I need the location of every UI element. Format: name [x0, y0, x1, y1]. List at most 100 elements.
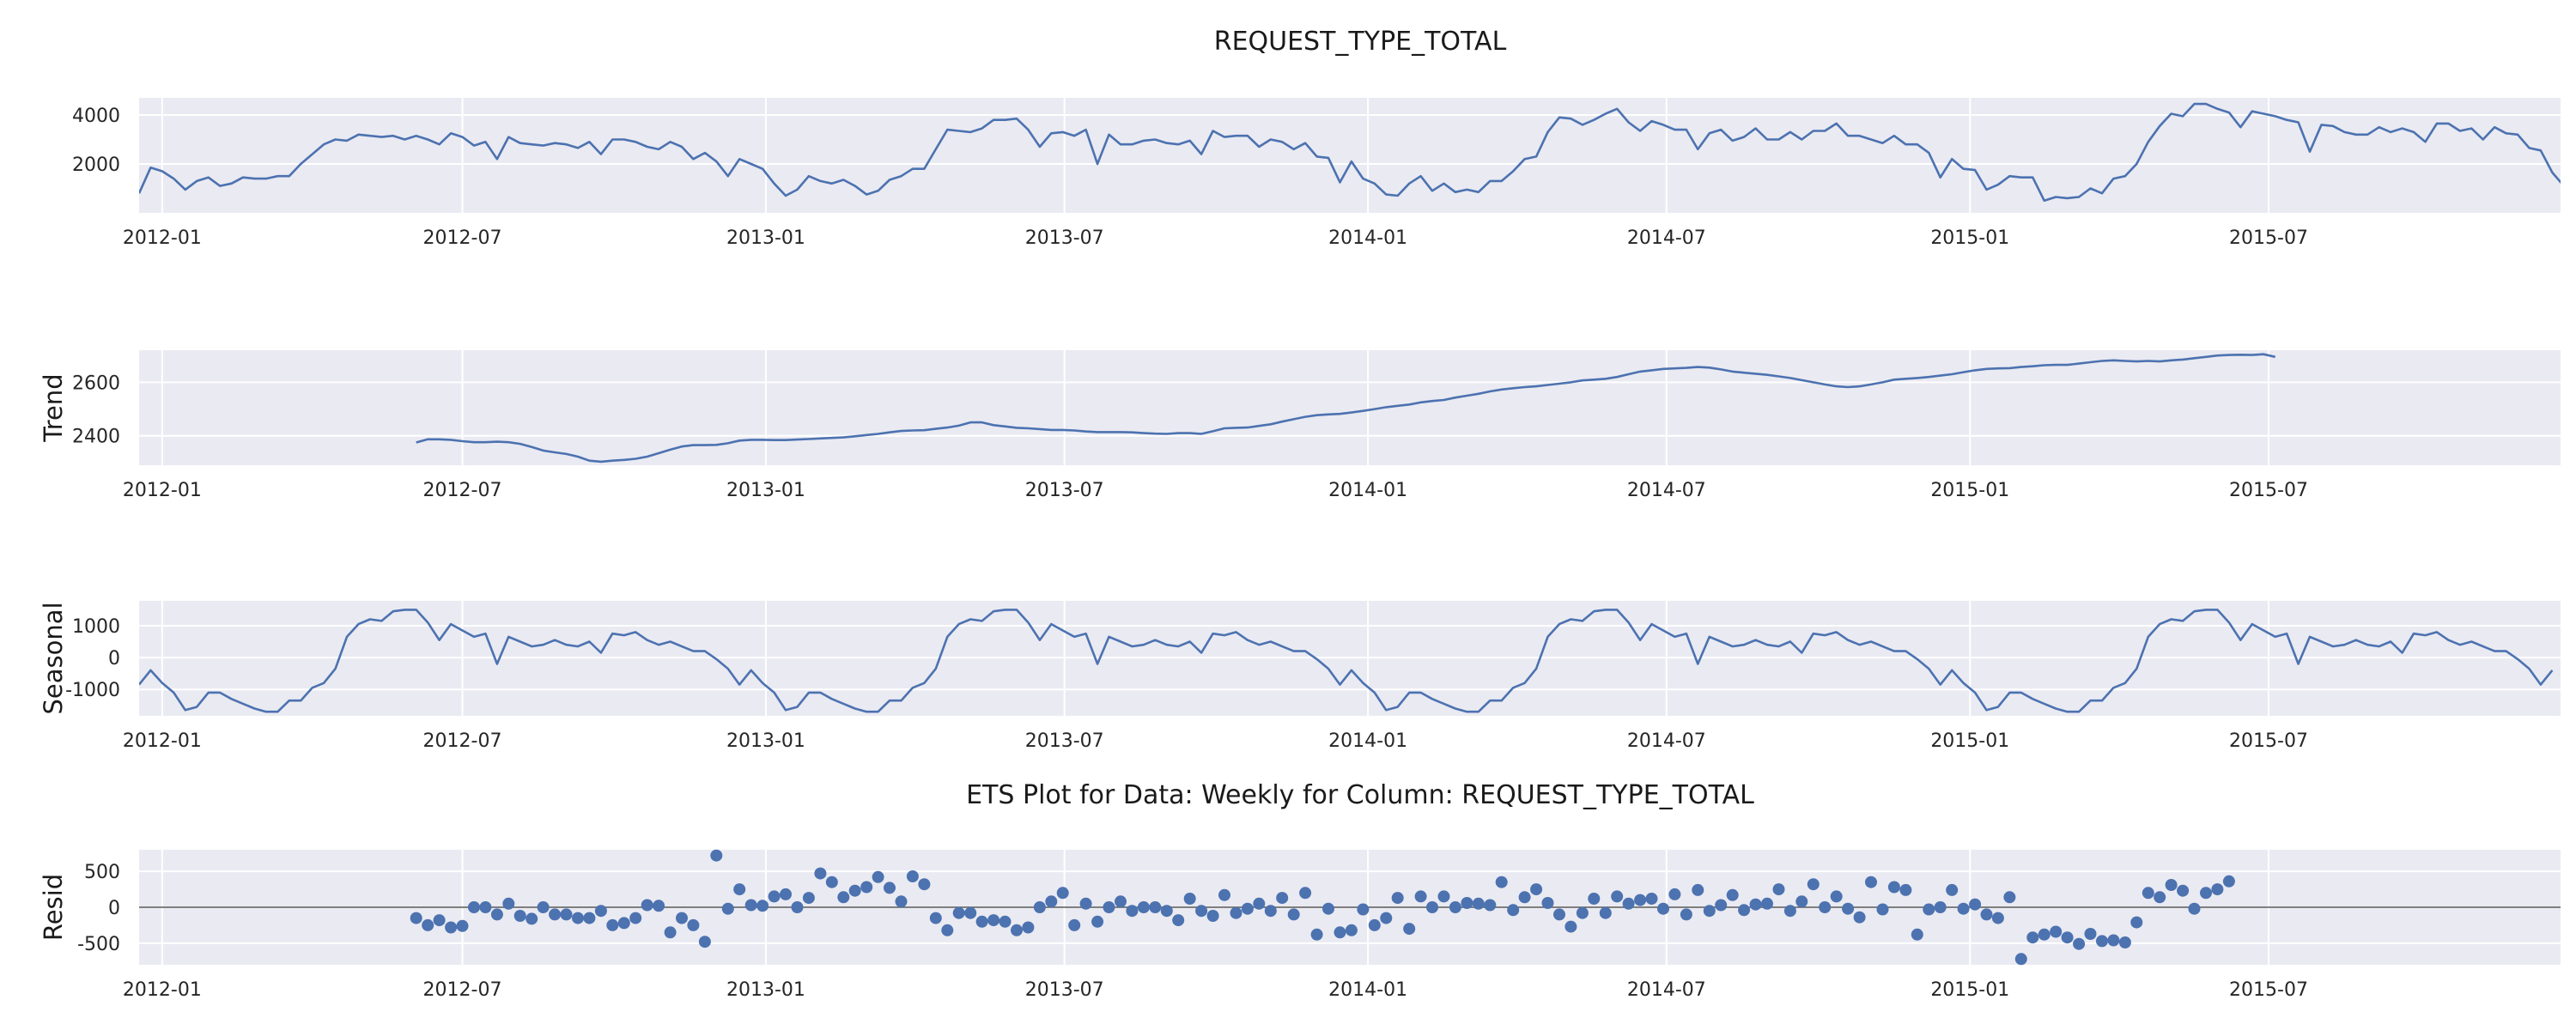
x-tick-label: 2014-01 — [1328, 227, 1407, 249]
resid-point — [872, 870, 884, 883]
x-tick-label: 2013-01 — [726, 730, 805, 752]
resid-point — [433, 914, 446, 927]
resid-point — [1103, 901, 1115, 913]
x-tick-label: 2012-01 — [123, 730, 202, 752]
resid-point — [768, 890, 781, 903]
x-tick-label: 2014-07 — [1627, 480, 1706, 501]
resid-point — [1541, 897, 1554, 909]
resid-point — [1853, 911, 1866, 924]
resid-point — [918, 878, 931, 891]
resid-point — [1980, 908, 1993, 921]
resid-point — [1518, 891, 1531, 904]
x-tick-label: 2015-07 — [2229, 480, 2308, 501]
resid-point — [1911, 928, 1923, 941]
resid-point — [1126, 905, 1139, 918]
resid-point — [941, 924, 954, 936]
x-tick-label: 2014-07 — [1627, 227, 1706, 249]
x-tick-label: 2015-07 — [2229, 227, 2308, 249]
resid-point — [1472, 897, 1485, 910]
resid-point — [1991, 912, 2004, 924]
resid-point — [1726, 888, 1739, 901]
seasonal-panel: 2012-01 2012-07 2013-01 2013-07 2014-01 2014-… — [39, 601, 2561, 752]
resid-point — [664, 926, 677, 939]
x-tick-label: 2014-01 — [1328, 730, 1407, 752]
resid-panel-title: ETS Plot for Data: Weekly for Column: RE… — [966, 780, 1754, 810]
resid-point — [1079, 897, 1092, 910]
resid-point — [1426, 901, 1438, 913]
resid-point — [848, 884, 861, 897]
resid-point — [791, 901, 804, 913]
resid-point — [1761, 897, 1773, 910]
resid-point — [698, 936, 711, 948]
resid-point — [1772, 883, 1785, 896]
resid-point — [549, 908, 562, 921]
resid-point — [653, 900, 665, 912]
x-tick-label: 2013-07 — [1025, 227, 1104, 249]
resid-point — [422, 918, 434, 931]
x-tick-label: 2014-01 — [1328, 979, 1407, 1001]
resid-point — [825, 876, 838, 888]
resid-point — [1218, 888, 1230, 901]
x-tick-label: 2013-01 — [726, 227, 805, 249]
observed-panel: 2012-01 2012-07 2013-01 2013-07 2014-01 2014-… — [72, 98, 2561, 249]
x-tick-label: 2015-01 — [1930, 480, 2009, 501]
resid-point — [1530, 883, 1543, 896]
resid-point — [2050, 925, 2063, 938]
resid-point — [1842, 902, 1855, 915]
resid-point — [721, 902, 734, 915]
resid-point — [1507, 904, 1520, 917]
resid-point — [526, 912, 538, 925]
plot-area — [139, 98, 2561, 213]
resid-point — [1368, 918, 1381, 931]
resid-point — [2061, 931, 2074, 944]
resid-point — [1588, 893, 1601, 905]
resid-point — [1195, 905, 1208, 918]
resid-point — [999, 915, 1012, 928]
resid-point — [1357, 903, 1370, 916]
resid-point — [1657, 902, 1669, 915]
x-tick-label: 2012-07 — [423, 979, 502, 1001]
resid-point — [2003, 891, 2016, 904]
resid-point — [1287, 908, 1300, 921]
resid-point — [1599, 906, 1612, 919]
resid-point — [987, 914, 1000, 927]
resid-point — [1414, 890, 1427, 903]
resid-point — [2165, 879, 2178, 891]
y-tick-label: -1000 — [65, 680, 120, 701]
resid-point — [2200, 887, 2212, 900]
resid-point — [479, 901, 492, 913]
resid-point — [1334, 926, 1346, 939]
resid-point — [1865, 876, 1877, 888]
y-tick-label: 500 — [84, 862, 120, 883]
resid-point — [1380, 912, 1393, 924]
resid-point — [1899, 883, 1912, 896]
resid-point — [1241, 902, 1254, 915]
resid-point — [445, 921, 458, 934]
resid-point — [1011, 924, 1023, 936]
resid-point — [756, 900, 769, 912]
resid-point — [884, 882, 896, 894]
resid-point — [1703, 905, 1716, 918]
resid-point — [456, 919, 469, 932]
x-tick-label: 2014-07 — [1627, 979, 1706, 1001]
resid-point — [502, 897, 515, 910]
resid-point — [1172, 914, 1185, 927]
trend-series-line — [416, 353, 2275, 464]
x-tick-label: 2013-01 — [726, 480, 805, 501]
resid-point — [560, 908, 573, 921]
y-tick-label: 2400 — [72, 427, 120, 448]
resid-point — [1276, 892, 1289, 905]
resid-point — [687, 918, 700, 931]
trend-panel: 2012-01 2012-07 2013-01 2013-07 2014-01 2014-… — [39, 350, 2561, 501]
resid-point — [606, 918, 619, 931]
plot-area — [139, 350, 2561, 465]
resid-point — [1264, 905, 1277, 918]
resid-point — [1495, 876, 1508, 888]
resid-point — [1680, 908, 1692, 921]
resid-point — [1749, 898, 1762, 911]
resid-point — [1795, 895, 1808, 908]
resid-point — [1461, 897, 1473, 909]
resid-point — [537, 901, 550, 913]
resid-point — [2130, 916, 2143, 929]
